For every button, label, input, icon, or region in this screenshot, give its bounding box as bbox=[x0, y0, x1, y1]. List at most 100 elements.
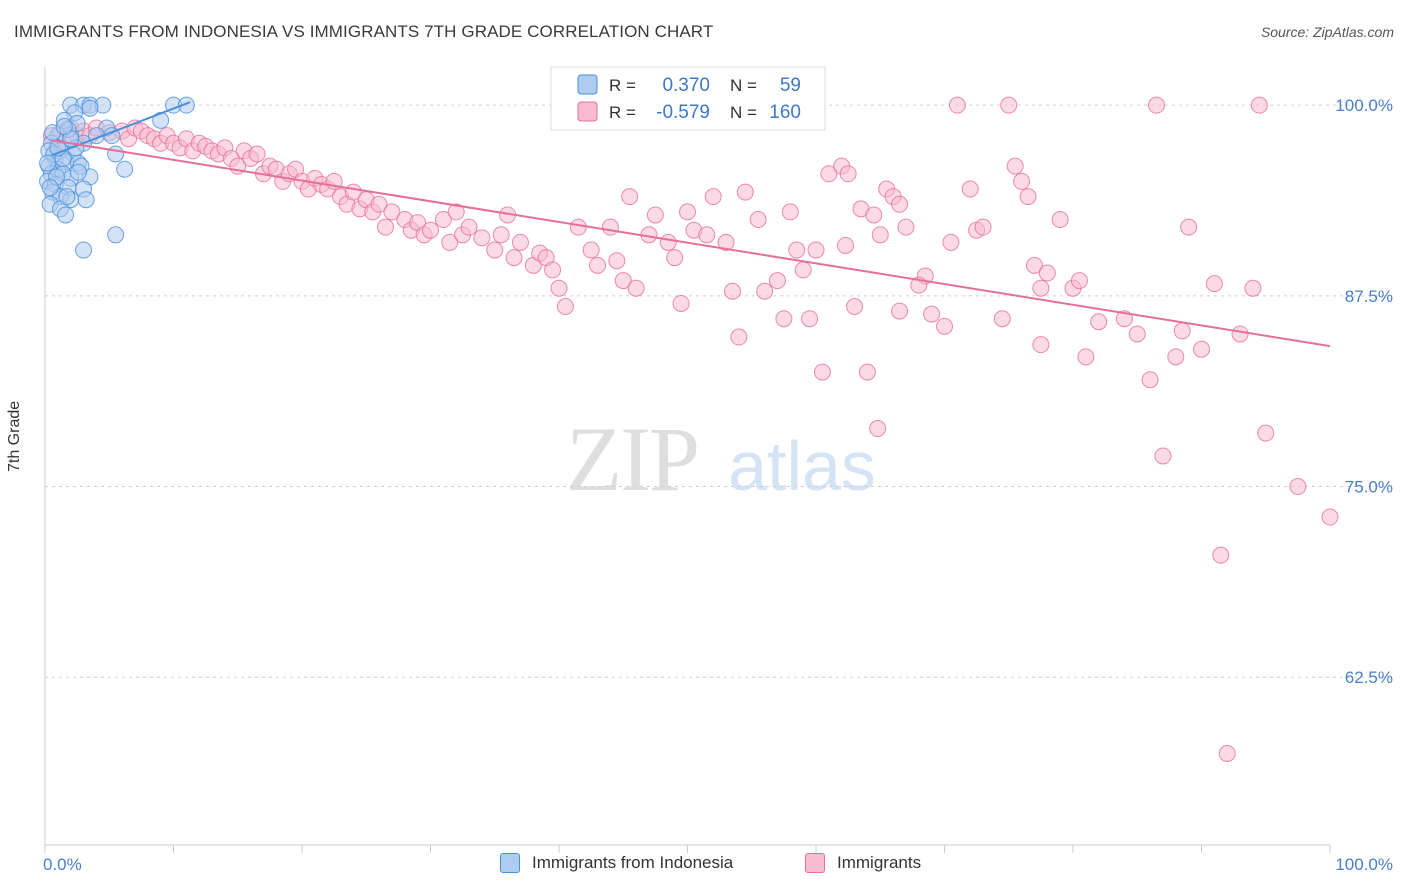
x-tick-labels: 0.0% 100.0% bbox=[43, 855, 1393, 874]
point-immigrants bbox=[794, 261, 812, 279]
point-immigrants bbox=[723, 282, 741, 300]
point-immigrants bbox=[1006, 157, 1024, 175]
point-immigrants bbox=[869, 420, 887, 438]
legend-label-indonesia: Immigrants from Indonesia bbox=[532, 853, 734, 872]
stats-r-value: -0.579 bbox=[656, 102, 710, 123]
point-immigrants bbox=[1289, 478, 1307, 496]
point-immigrants bbox=[589, 256, 607, 274]
point-immigrants bbox=[679, 203, 696, 221]
point-indonesia bbox=[39, 154, 57, 172]
point-immigrants bbox=[601, 218, 619, 236]
point-immigrants bbox=[936, 317, 953, 335]
chart-title: IMMIGRANTS FROM INDONESIA VS IMMIGRANTS … bbox=[14, 22, 714, 41]
point-immigrants bbox=[858, 363, 876, 381]
point-immigrants bbox=[383, 203, 401, 221]
point-immigrants bbox=[756, 282, 774, 300]
y-tick-label: 75.0% bbox=[1345, 478, 1393, 497]
point-immigrants bbox=[621, 188, 639, 206]
axes bbox=[44, 67, 1331, 853]
legend-item-indonesia: Immigrants from Indonesia bbox=[500, 853, 733, 873]
point-immigrants bbox=[948, 96, 966, 114]
point-immigrants bbox=[1193, 340, 1210, 358]
point-indonesia bbox=[107, 226, 125, 244]
point-immigrants bbox=[659, 233, 677, 251]
point-immigrants bbox=[846, 298, 864, 316]
point-immigrants bbox=[666, 249, 684, 267]
point-immigrants bbox=[730, 328, 748, 346]
point-immigrants bbox=[1205, 275, 1223, 293]
legend-swatch-blue bbox=[500, 853, 520, 873]
point-immigrants bbox=[505, 249, 523, 267]
point-immigrants bbox=[1154, 447, 1172, 465]
point-immigrants bbox=[923, 305, 941, 323]
stats-swatch bbox=[577, 74, 598, 95]
point-immigrants bbox=[473, 229, 491, 247]
point-immigrants bbox=[1019, 188, 1037, 206]
point-immigrants bbox=[248, 145, 266, 163]
point-indonesia bbox=[55, 117, 73, 135]
point-immigrants bbox=[974, 218, 992, 236]
point-immigrants bbox=[422, 221, 439, 239]
point-immigrants bbox=[1128, 325, 1146, 343]
point-immigrants bbox=[781, 203, 799, 221]
point-immigrants bbox=[1115, 310, 1133, 328]
point-immigrants bbox=[1013, 172, 1031, 190]
legend-item-immigrants: Immigrants bbox=[805, 853, 921, 873]
point-immigrants bbox=[807, 241, 825, 259]
point-immigrants bbox=[865, 206, 883, 224]
point-immigrants bbox=[1032, 336, 1050, 354]
point-immigrants bbox=[1173, 322, 1191, 340]
y-tick-label: 62.5% bbox=[1345, 668, 1393, 687]
x-tick-label-max: 100.0% bbox=[1335, 855, 1393, 874]
point-immigrants bbox=[1032, 279, 1050, 297]
point-immigrants bbox=[839, 165, 857, 183]
stats-n-label: N = bbox=[730, 76, 757, 95]
legend-swatch-pink bbox=[805, 853, 825, 873]
point-immigrants bbox=[1090, 313, 1108, 331]
point-immigrants bbox=[1000, 96, 1018, 114]
point-immigrants bbox=[1148, 96, 1166, 114]
stats-r-label: R = bbox=[609, 103, 636, 122]
point-immigrants bbox=[1180, 218, 1198, 236]
point-immigrants bbox=[1212, 546, 1230, 564]
point-immigrants bbox=[550, 279, 568, 297]
point-immigrants bbox=[441, 233, 459, 251]
point-immigrants bbox=[768, 272, 786, 290]
point-immigrants bbox=[370, 195, 388, 213]
watermark-atlas: atlas bbox=[728, 427, 876, 505]
point-immigrants bbox=[627, 279, 645, 297]
point-immigrants bbox=[460, 218, 478, 236]
legend-label-immigrants: Immigrants bbox=[837, 853, 922, 872]
point-immigrants bbox=[1167, 348, 1185, 366]
point-immigrants bbox=[511, 233, 529, 251]
point-immigrants bbox=[993, 310, 1011, 328]
trend-line-immigrants bbox=[51, 139, 1331, 348]
point-indonesia bbox=[41, 179, 59, 197]
point-immigrants bbox=[1257, 424, 1275, 442]
point-indonesia bbox=[81, 99, 99, 117]
y-tick-labels: 62.5% 75.0% 87.5% 100.0% bbox=[1335, 96, 1393, 687]
point-immigrants bbox=[544, 261, 562, 279]
point-immigrants bbox=[569, 218, 587, 236]
point-immigrants bbox=[1051, 211, 1069, 229]
point-immigrants bbox=[434, 211, 452, 229]
point-immigrants bbox=[1025, 256, 1043, 274]
source-label: Source: ZipAtlas.com bbox=[1260, 24, 1394, 40]
point-indonesia bbox=[58, 188, 76, 206]
point-immigrants bbox=[672, 294, 690, 312]
point-immigrants bbox=[801, 310, 819, 328]
trend-line-indonesia bbox=[51, 101, 191, 157]
point-immigrants bbox=[582, 241, 600, 259]
point-immigrants bbox=[1070, 272, 1088, 290]
point-immigrants bbox=[1231, 325, 1249, 343]
point-immigrants bbox=[377, 218, 395, 236]
point-immigrants bbox=[788, 241, 806, 259]
point-immigrants bbox=[891, 302, 909, 320]
point-indonesia bbox=[75, 241, 93, 259]
point-immigrants bbox=[704, 188, 722, 206]
watermark: ZIP atlas bbox=[566, 408, 876, 510]
y-tick-label: 87.5% bbox=[1345, 287, 1393, 306]
point-indonesia bbox=[57, 206, 75, 224]
point-immigrants bbox=[646, 206, 664, 224]
